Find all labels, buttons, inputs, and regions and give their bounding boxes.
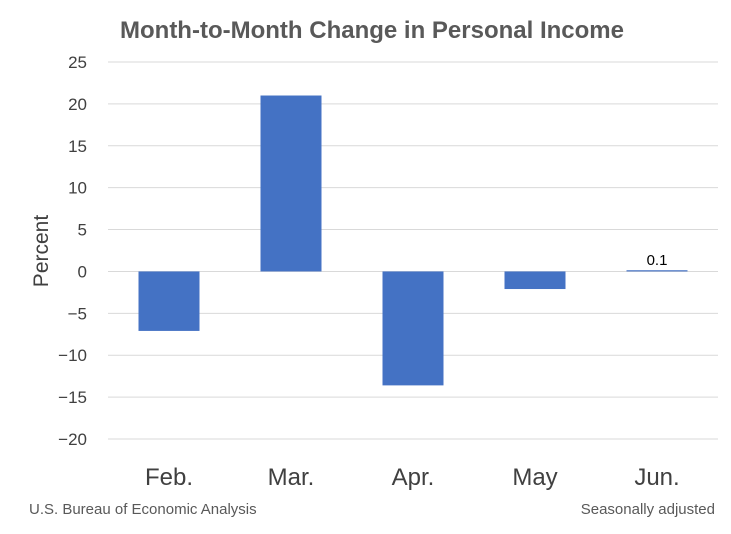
y-tick-label: −15	[58, 388, 87, 407]
y-tick-label: −5	[68, 304, 87, 323]
x-category-label: May	[512, 464, 557, 491]
y-axis-ticks: 25 20 15 10 5 0 −5 −10 −15 −20	[58, 53, 87, 449]
x-category-label: Apr.	[392, 464, 435, 491]
y-tick-label: 5	[78, 221, 87, 240]
seasonal-note: Seasonally adjusted	[581, 501, 715, 518]
y-tick-label: 20	[68, 95, 87, 114]
data-label: 0.1	[647, 252, 668, 269]
x-axis-categories: Feb. Mar. Apr. May Jun.	[145, 464, 680, 491]
y-tick-label: 15	[68, 137, 87, 156]
bar-feb	[138, 271, 200, 331]
y-tick-label: −20	[58, 430, 87, 449]
y-tick-label: −10	[58, 346, 87, 365]
x-category-label: Mar.	[268, 464, 315, 491]
bar-jun	[626, 270, 688, 272]
y-tick-label: 0	[78, 262, 87, 281]
bar-mar	[260, 95, 322, 272]
bars	[138, 95, 688, 386]
bar-apr	[382, 271, 444, 386]
x-category-label: Jun.	[634, 464, 679, 491]
chart-title: Month-to-Month Change in Personal Income	[120, 17, 624, 44]
x-category-label: Feb.	[145, 464, 193, 491]
source-note: U.S. Bureau of Economic Analysis	[29, 501, 257, 518]
y-tick-label: 25	[68, 53, 87, 72]
data-labels: 0.1	[647, 252, 668, 269]
y-tick-label: 10	[68, 179, 87, 198]
bar-may	[504, 271, 566, 290]
y-axis-label: Percent	[30, 215, 53, 288]
